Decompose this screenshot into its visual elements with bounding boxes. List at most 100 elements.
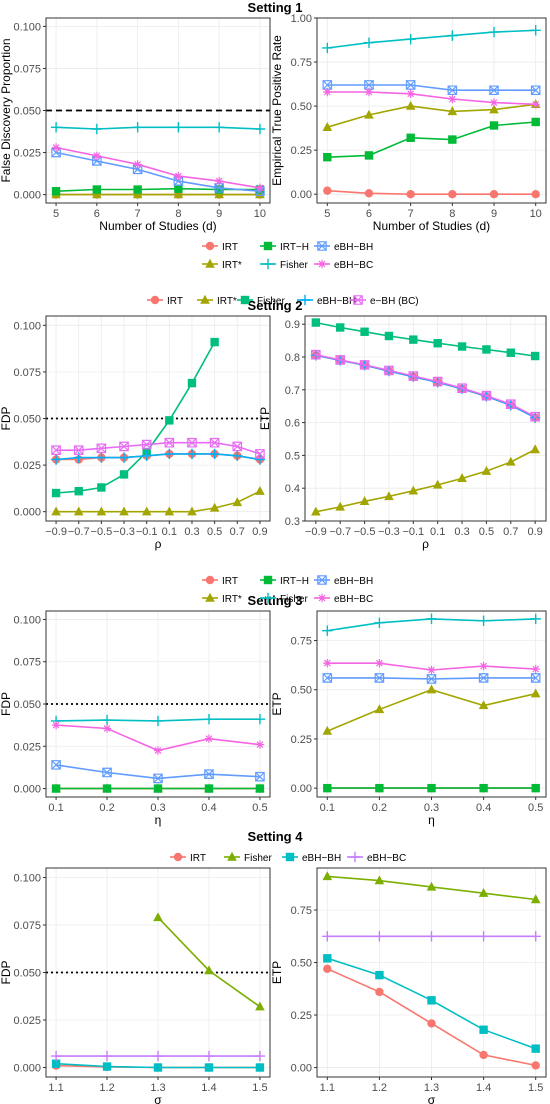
series-line <box>315 448 536 513</box>
x-axis-title: ρ <box>422 537 429 551</box>
legend-label: IRT <box>222 242 238 253</box>
data-point <box>50 122 62 133</box>
y-tick-label: 0.100 <box>13 320 41 332</box>
legend-item-ebh-bh: eBH−BH <box>282 852 341 864</box>
y-tick-label: 0.100 <box>13 21 41 33</box>
data-point <box>531 664 540 674</box>
data-point <box>118 452 130 463</box>
x-tick-label: 6 <box>94 208 100 220</box>
legend-key-marker <box>200 294 210 304</box>
legend-setting-2: IRT IRT* Fisher eBH−BH e−BH (BC) <box>147 294 419 307</box>
data-point <box>51 720 61 730</box>
data-point <box>133 160 142 169</box>
x-axis-title: ρ <box>155 537 162 551</box>
series-line <box>55 151 260 192</box>
legend-key-marker <box>353 295 363 305</box>
series-s4-ebh-bc <box>322 931 541 942</box>
y-tick-label: 0.00 <box>291 189 312 201</box>
x-axis-title: η <box>428 813 435 827</box>
data-point <box>530 25 541 36</box>
legend-item-ebh-bh: eBH−BH <box>314 241 373 253</box>
series-s4-ebh-bc <box>50 1050 266 1062</box>
legend-setting-3: IRT IRT−H eBH−BH IRT* Fisher eBH−BC <box>202 575 373 605</box>
y-tick-label: 1.00 <box>291 13 312 25</box>
x-axis-title: Number of Studies (d) <box>99 219 216 233</box>
legend-key-marker <box>262 592 274 604</box>
legend-label: eBH−BC <box>334 594 373 605</box>
data-point <box>254 123 266 135</box>
data-point <box>255 1063 265 1072</box>
chart-panel-setting-3-left: 0.000 0.025 0.050 0.075 0.100 0.1 0.2 0.3 0.4 0.5… <box>0 610 271 827</box>
x-tick-label: −0.1 <box>402 526 424 538</box>
y-tick-label: 0.00 <box>291 1063 312 1075</box>
y-tick-label: 0.025 <box>13 460 41 472</box>
data-point <box>408 485 419 495</box>
legend-key-marker <box>205 241 215 251</box>
legend-label: IRT−H <box>280 576 309 587</box>
data-point <box>374 931 385 942</box>
data-point <box>322 122 333 131</box>
panel-border <box>304 315 547 522</box>
data-point <box>119 470 129 479</box>
y-tick-label: 0.000 <box>13 507 41 519</box>
x-tick-label: 0.1 <box>48 802 63 814</box>
legend-label: eBH−BC <box>334 260 373 271</box>
series-ebh-bh <box>322 673 541 684</box>
legend-label: IRT <box>222 576 238 587</box>
x-tick-label: −0.3 <box>113 526 135 538</box>
y-tick-label: 0.050 <box>13 968 41 980</box>
legend-key-marker <box>317 241 327 251</box>
data-point <box>478 931 489 942</box>
legend-item-irt: IRT <box>202 575 238 587</box>
data-point <box>51 143 61 152</box>
data-point <box>364 87 374 97</box>
data-point <box>323 658 332 668</box>
data-point <box>531 1061 540 1070</box>
data-point <box>204 784 214 793</box>
series-fisher <box>50 714 266 727</box>
data-point <box>335 501 346 511</box>
data-point <box>479 1050 488 1060</box>
y-tick-label: 0.075 <box>13 657 41 669</box>
data-point <box>50 1050 62 1062</box>
legend-item-fisher: Fisher <box>260 258 308 271</box>
legend-item-ebh-bc: eBH−BC <box>314 593 373 605</box>
y-tick-label: 0.4 <box>285 483 300 495</box>
y-axis-title: Empirical True Positive Rate <box>270 35 284 186</box>
data-point <box>164 506 175 516</box>
legend-key-marker <box>299 294 311 306</box>
data-point <box>102 784 112 793</box>
data-point <box>530 351 540 361</box>
data-point <box>255 740 265 749</box>
data-point <box>311 318 321 327</box>
data-point <box>323 87 332 97</box>
data-point <box>432 376 443 387</box>
data-point <box>73 506 84 516</box>
data-point <box>92 185 102 194</box>
legend-label: IRT <box>167 296 183 307</box>
series-line <box>327 189 536 195</box>
data-point <box>255 183 265 193</box>
y-tick-label: 0.025 <box>13 741 41 753</box>
legend-item-irt-: IRT* <box>202 258 242 271</box>
x-tick-label: 0.5 <box>479 526 494 538</box>
legend-setting-4: IRT Fisher eBH−BH eBH−BC <box>170 851 406 864</box>
data-point <box>406 89 415 98</box>
data-point <box>384 365 394 376</box>
x-tick-label: 1.2 <box>372 1082 387 1094</box>
data-point <box>96 506 107 516</box>
legend-label: IRT <box>190 853 206 864</box>
data-point <box>141 439 152 450</box>
chart-panel-setting-1-right: 0.00 0.25 0.50 0.75 1.00 5 6 7 8 9 10 Number of Stu… <box>270 13 547 233</box>
data-point <box>426 881 437 891</box>
legend-item-fisher: Fisher <box>237 295 285 307</box>
data-point <box>174 184 183 193</box>
data-point <box>51 506 61 516</box>
legend-item-ebh-bh: eBH−BH <box>314 575 373 587</box>
series-line <box>327 84 536 91</box>
y-tick-label: 0.00 <box>291 783 312 795</box>
x-tick-label: 0.5 <box>252 802 267 814</box>
x-tick-label: 6 <box>366 208 372 220</box>
data-point <box>165 416 174 425</box>
y-tick-label: 0.50 <box>291 685 312 697</box>
